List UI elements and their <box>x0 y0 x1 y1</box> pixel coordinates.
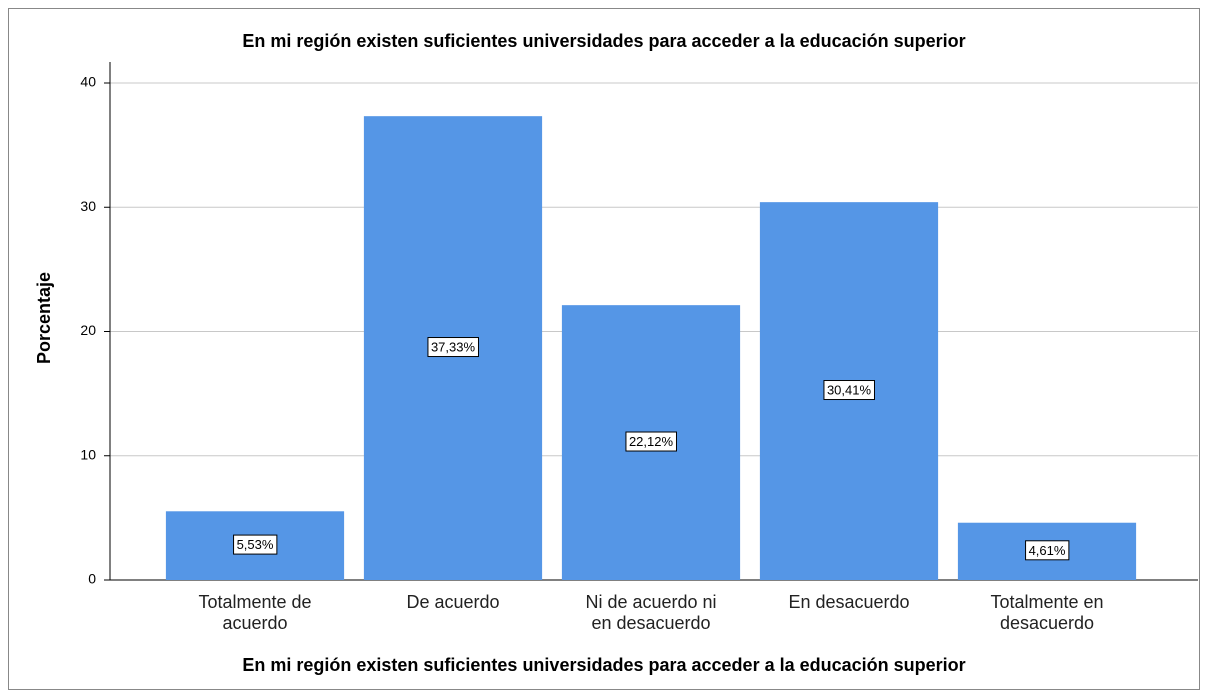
x-tick-label: En desacuerdo <box>788 592 910 612</box>
chart-title: En mi región existen suficientes univers… <box>242 31 965 51</box>
y-axis-title: Porcentaje <box>34 272 54 364</box>
value-label: 30,41% <box>827 383 872 398</box>
value-label: 5,53% <box>237 537 274 552</box>
value-label: 4,61% <box>1029 543 1066 558</box>
x-tick-label: De acuerdo <box>406 592 500 612</box>
y-tick-label: 40 <box>80 74 96 90</box>
x-tick-label: Totalmente en desacuerdo <box>990 592 1104 633</box>
x-tick-label: Ni de acuerdo ni en desacuerdo <box>585 592 717 633</box>
y-tick-label: 30 <box>80 198 96 214</box>
value-label: 22,12% <box>629 434 674 449</box>
value-label-box <box>1025 540 1070 561</box>
chart-border <box>8 8 1200 690</box>
value-label-box <box>625 431 677 452</box>
value-label-box <box>427 337 479 358</box>
y-tick-label: 20 <box>80 322 96 338</box>
value-label-box <box>823 380 875 401</box>
value-label-box <box>233 534 278 555</box>
y-tick-label: 10 <box>80 446 96 462</box>
x-axis-title: En mi región existen suficientes univers… <box>242 655 965 675</box>
value-label: 37,33% <box>431 340 476 355</box>
y-tick-label: 0 <box>88 571 96 587</box>
x-tick-label: Totalmente de acuerdo <box>198 592 312 633</box>
